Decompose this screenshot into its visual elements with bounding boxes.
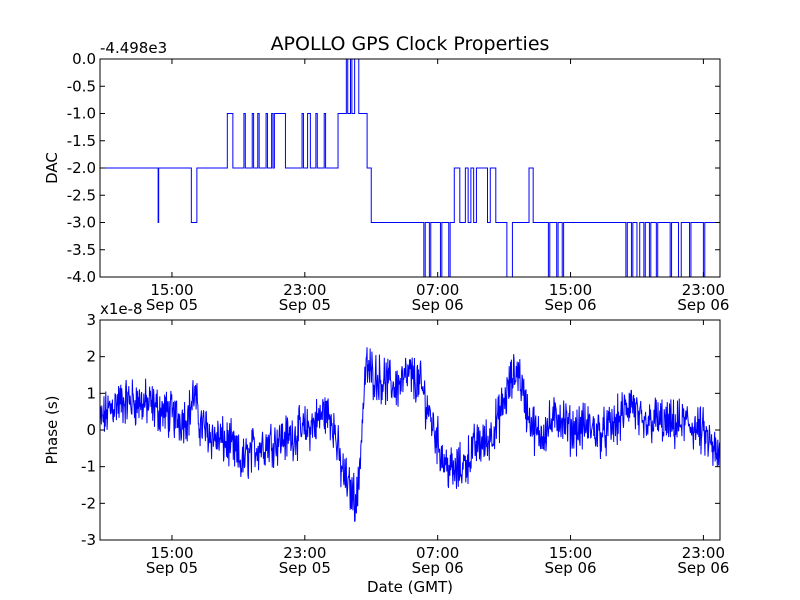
y-axis-label: DAC [43, 152, 61, 184]
plot-frame [99, 319, 721, 541]
y-axis-label: Phase (s) [43, 395, 61, 464]
x-tick-label-time: 23:00 [682, 544, 725, 562]
x-tick-label-time: 15:00 [549, 281, 592, 299]
y-tick-label: -1.5 [67, 132, 96, 150]
y-tick-label: -2.0 [67, 159, 96, 177]
x-tick-label-date: Sep 06 [677, 559, 729, 577]
y-tick-label: -3.0 [67, 214, 96, 232]
x-tick-label-date: Sep 05 [279, 296, 331, 314]
x-tick-label-time: 07:00 [416, 544, 459, 562]
y-tick-label: -2 [81, 494, 96, 512]
x-tick-label-date: Sep 06 [544, 559, 596, 577]
x-tick-label-date: Sep 05 [146, 296, 198, 314]
x-tick-label-time: 23:00 [283, 281, 326, 299]
x-tick-label-date: Sep 05 [146, 559, 198, 577]
x-axis-label: Date (GMT) [367, 578, 453, 596]
y-tick-label: -4.0 [67, 268, 96, 286]
dac-series-line [100, 59, 720, 277]
y-tick-label: 3 [86, 311, 96, 329]
x-tick-label-time: 23:00 [283, 544, 326, 562]
x-tick-label-time: 15:00 [150, 281, 193, 299]
x-tick-label-date: Sep 06 [412, 559, 464, 577]
x-tick-label-time: 15:00 [549, 544, 592, 562]
dac-panel: 0.0 -0.5 -1.0 -1.5 -2.0 -2.5 -3.0 -3.5 -4.0 15:00… [43, 39, 729, 314]
x-tick-label-date: Sep 06 [544, 296, 596, 314]
y-offset-text: -4.498e3 [100, 39, 167, 57]
x-tick-label-time: 23:00 [682, 281, 725, 299]
chart-title: APOLLO GPS Clock Properties [271, 33, 550, 55]
x-tick-label-time: 07:00 [416, 281, 459, 299]
x-tick-label-date: Sep 05 [279, 559, 331, 577]
y-tick-label: 0.0 [72, 50, 96, 68]
x-tick-label-date: Sep 06 [677, 296, 729, 314]
x-tick-label-time: 15:00 [150, 544, 193, 562]
y-offset-text: x1e-8 [100, 300, 143, 318]
y-tick-label: -3 [81, 531, 96, 549]
phase-series-line [100, 347, 720, 522]
y-tick-label: -0.5 [67, 77, 96, 95]
y-tick-label: -2.5 [67, 186, 96, 204]
y-tick-label: -1 [81, 458, 96, 476]
y-tick-label: 1 [86, 384, 96, 402]
y-tick-label: -3.5 [67, 241, 96, 259]
y-tick-label: -1.0 [67, 105, 96, 123]
x-tick-label-date: Sep 06 [412, 296, 464, 314]
y-tick-label: 0 [86, 421, 96, 439]
y-tick-label: 2 [86, 348, 96, 366]
